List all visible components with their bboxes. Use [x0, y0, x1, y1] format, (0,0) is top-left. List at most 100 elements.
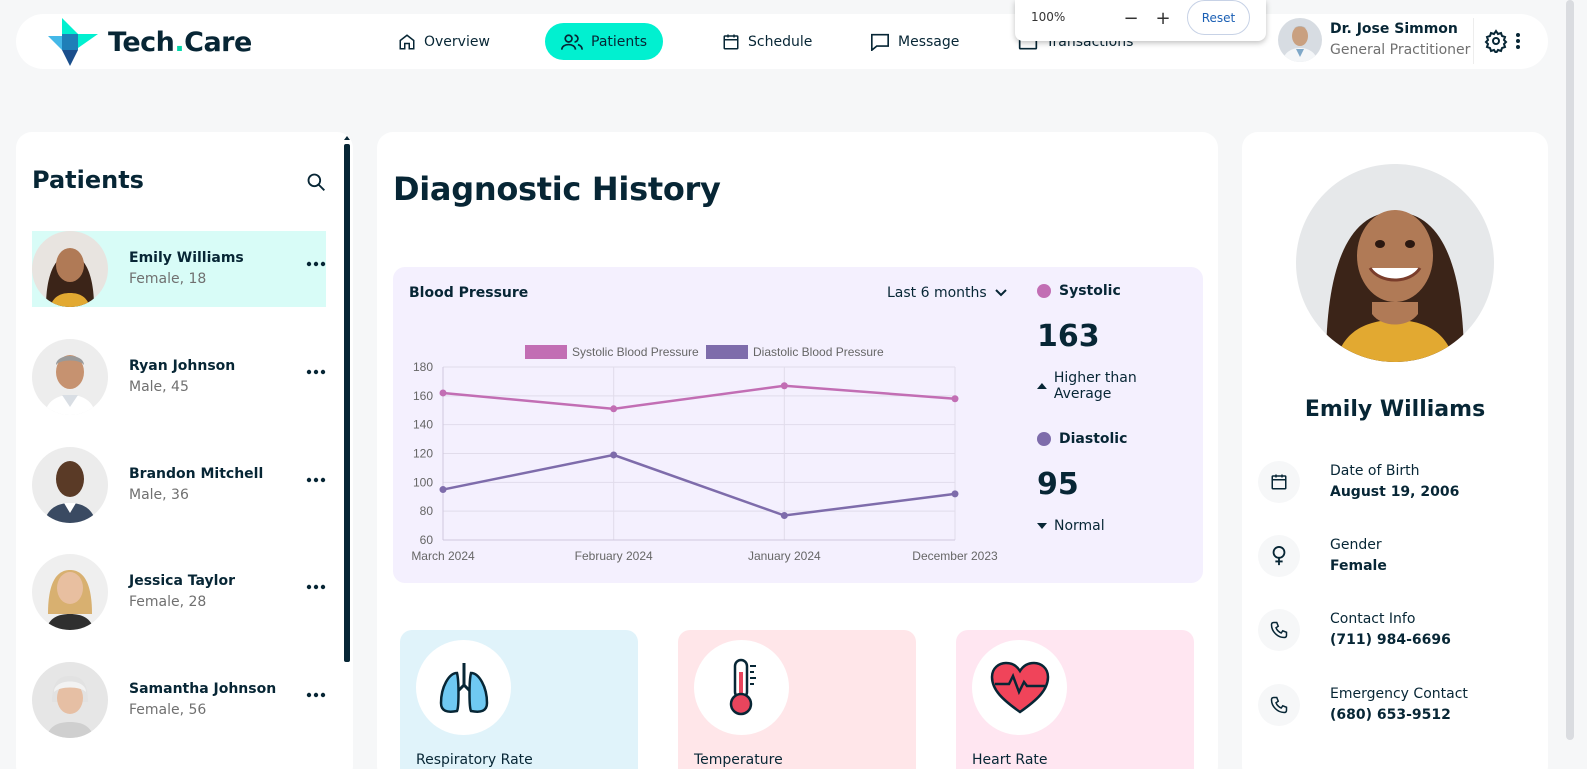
- zoom-out-button[interactable]: −: [1123, 7, 1139, 29]
- x-tick-label: December 2023: [912, 549, 998, 563]
- legend-swatch: [706, 345, 748, 359]
- x-tick-label: February 2024: [575, 549, 653, 563]
- patient-avatar: [32, 662, 108, 738]
- vital-card-heart-rate[interactable]: Heart Rate: [956, 630, 1194, 769]
- vital-card-temperature[interactable]: Temperature: [678, 630, 916, 769]
- systolic-label: Systolic: [1037, 283, 1197, 299]
- doctor-profile[interactable]: Dr. Jose Simmon General Practitioner: [1278, 18, 1470, 62]
- field-label: Emergency Contact: [1330, 686, 1468, 702]
- zoom-in-button[interactable]: +: [1155, 7, 1171, 29]
- phone-icon: [1258, 609, 1300, 651]
- series-line: [442, 384, 956, 411]
- profile-photo: [1296, 164, 1494, 362]
- patient-name: Brandon Mitchell: [129, 466, 264, 482]
- patients-title: Patients: [32, 166, 144, 194]
- zoom-level: 100%: [1031, 10, 1066, 24]
- systolic-value: 163: [1037, 319, 1100, 354]
- systolic-note: Higher than Average: [1037, 370, 1197, 402]
- patients-panel: Patients Emily Williams Female, 18 Ryan …: [16, 132, 353, 769]
- legend-label: Diastolic Blood Pressure: [753, 345, 884, 359]
- range-label: Last 6 months: [887, 285, 987, 301]
- more-horizontal-icon[interactable]: [306, 584, 326, 590]
- chat-icon: [871, 33, 889, 51]
- more-vertical-icon[interactable]: [1514, 29, 1522, 53]
- bp-line-chart: Systolic Blood Pressure Diastolic Blood P…: [411, 345, 998, 563]
- data-point: [610, 451, 618, 459]
- arrow-up-icon: [1037, 383, 1047, 389]
- legend-swatch: [525, 345, 567, 359]
- more-horizontal-icon[interactable]: [306, 477, 326, 483]
- data-point: [610, 405, 618, 413]
- x-tick-label: March 2024: [411, 549, 475, 563]
- profile-panel: Emily Williams Date of Birth August 19, …: [1242, 132, 1548, 769]
- more-horizontal-icon[interactable]: [306, 369, 326, 375]
- y-tick-label: 80: [420, 504, 434, 518]
- gear-icon[interactable]: [1484, 29, 1508, 53]
- patients-scrollbar[interactable]: [344, 144, 350, 662]
- logo-icon: [48, 18, 98, 66]
- brand-name: Tech.Care: [108, 26, 252, 58]
- field-label: Gender: [1330, 537, 1382, 553]
- field-value: (680) 653-9512: [1330, 707, 1451, 723]
- patient-row[interactable]: Ryan Johnson Male, 45: [32, 339, 326, 415]
- thermometer-icon: [694, 640, 789, 735]
- page-scrollbar[interactable]: [1566, 0, 1574, 740]
- patient-avatar: [32, 339, 108, 415]
- calendar-icon: [1258, 461, 1300, 503]
- profile-field-dob: Date of Birth August 19, 2006: [1258, 461, 1459, 503]
- more-horizontal-icon[interactable]: [306, 261, 326, 267]
- doctor-name: Dr. Jose Simmon: [1330, 21, 1458, 37]
- home-icon: [399, 33, 415, 49]
- more-horizontal-icon[interactable]: [306, 692, 326, 698]
- nav-overview[interactable]: Overview: [398, 23, 490, 60]
- patient-meta: Male, 36: [129, 487, 189, 503]
- bp-title: Blood Pressure: [409, 285, 529, 301]
- patient-row[interactable]: Brandon Mitchell Male, 36: [32, 447, 326, 523]
- lungs-icon: [416, 640, 511, 735]
- nav-message[interactable]: Message: [870, 23, 959, 60]
- systolic-dot: [1037, 284, 1051, 298]
- diagnostic-panel: Diagnostic History Blood Pressure Last 6…: [377, 132, 1218, 769]
- nav-patients[interactable]: Patients: [545, 23, 664, 60]
- patient-row[interactable]: Samantha Johnson Female, 56: [32, 662, 326, 738]
- blood-pressure-card: Blood Pressure Last 6 months Systolic Bl…: [393, 267, 1203, 583]
- patient-meta: Female, 28: [129, 594, 207, 610]
- field-label: Contact Info: [1330, 611, 1416, 627]
- profile-field-emergency: Emergency Contact (680) 653-9512: [1258, 684, 1468, 726]
- search-icon[interactable]: [306, 172, 326, 192]
- profile-name: Emily Williams: [1304, 397, 1486, 422]
- diastolic-label: Diastolic: [1037, 431, 1197, 447]
- patient-name: Ryan Johnson: [129, 358, 236, 374]
- patient-avatar: [32, 554, 108, 630]
- data-point: [439, 486, 447, 494]
- vital-card-respiratory[interactable]: Respiratory Rate: [400, 630, 638, 769]
- scroll-up-arrow[interactable]: [344, 135, 350, 141]
- zoom-reset-button[interactable]: Reset: [1187, 0, 1250, 35]
- nav-schedule-label: Schedule: [748, 33, 813, 50]
- arrow-down-icon: [1037, 523, 1047, 529]
- field-value: Female: [1330, 558, 1387, 574]
- nav-schedule[interactable]: Schedule: [722, 23, 812, 60]
- nav-overview-label: Overview: [424, 33, 490, 50]
- patient-row[interactable]: Emily Williams Female, 18: [32, 231, 326, 307]
- calendar-icon: [723, 34, 739, 49]
- y-tick-label: 140: [413, 418, 433, 432]
- header-divider: [1473, 18, 1474, 64]
- series-line: [442, 453, 956, 517]
- patient-meta: Female, 56: [129, 702, 207, 718]
- y-tick-label: 100: [413, 475, 433, 489]
- patient-meta: Female, 18: [129, 271, 207, 287]
- range-dropdown[interactable]: Last 6 months: [887, 285, 1007, 301]
- patient-name: Samantha Johnson: [129, 681, 277, 697]
- y-tick-label: 160: [413, 389, 433, 403]
- vital-label: Temperature: [694, 752, 783, 768]
- data-point: [780, 382, 788, 390]
- diastolic-value: 95: [1037, 467, 1079, 502]
- y-tick-label: 120: [413, 447, 433, 461]
- patient-avatar: [32, 447, 108, 523]
- brand-logo[interactable]: Tech.Care: [48, 18, 252, 66]
- patient-row[interactable]: Jessica Taylor Female, 28: [32, 554, 326, 630]
- heart-icon: [972, 640, 1067, 735]
- vital-label: Respiratory Rate: [416, 752, 533, 768]
- doctor-avatar: [1278, 18, 1322, 62]
